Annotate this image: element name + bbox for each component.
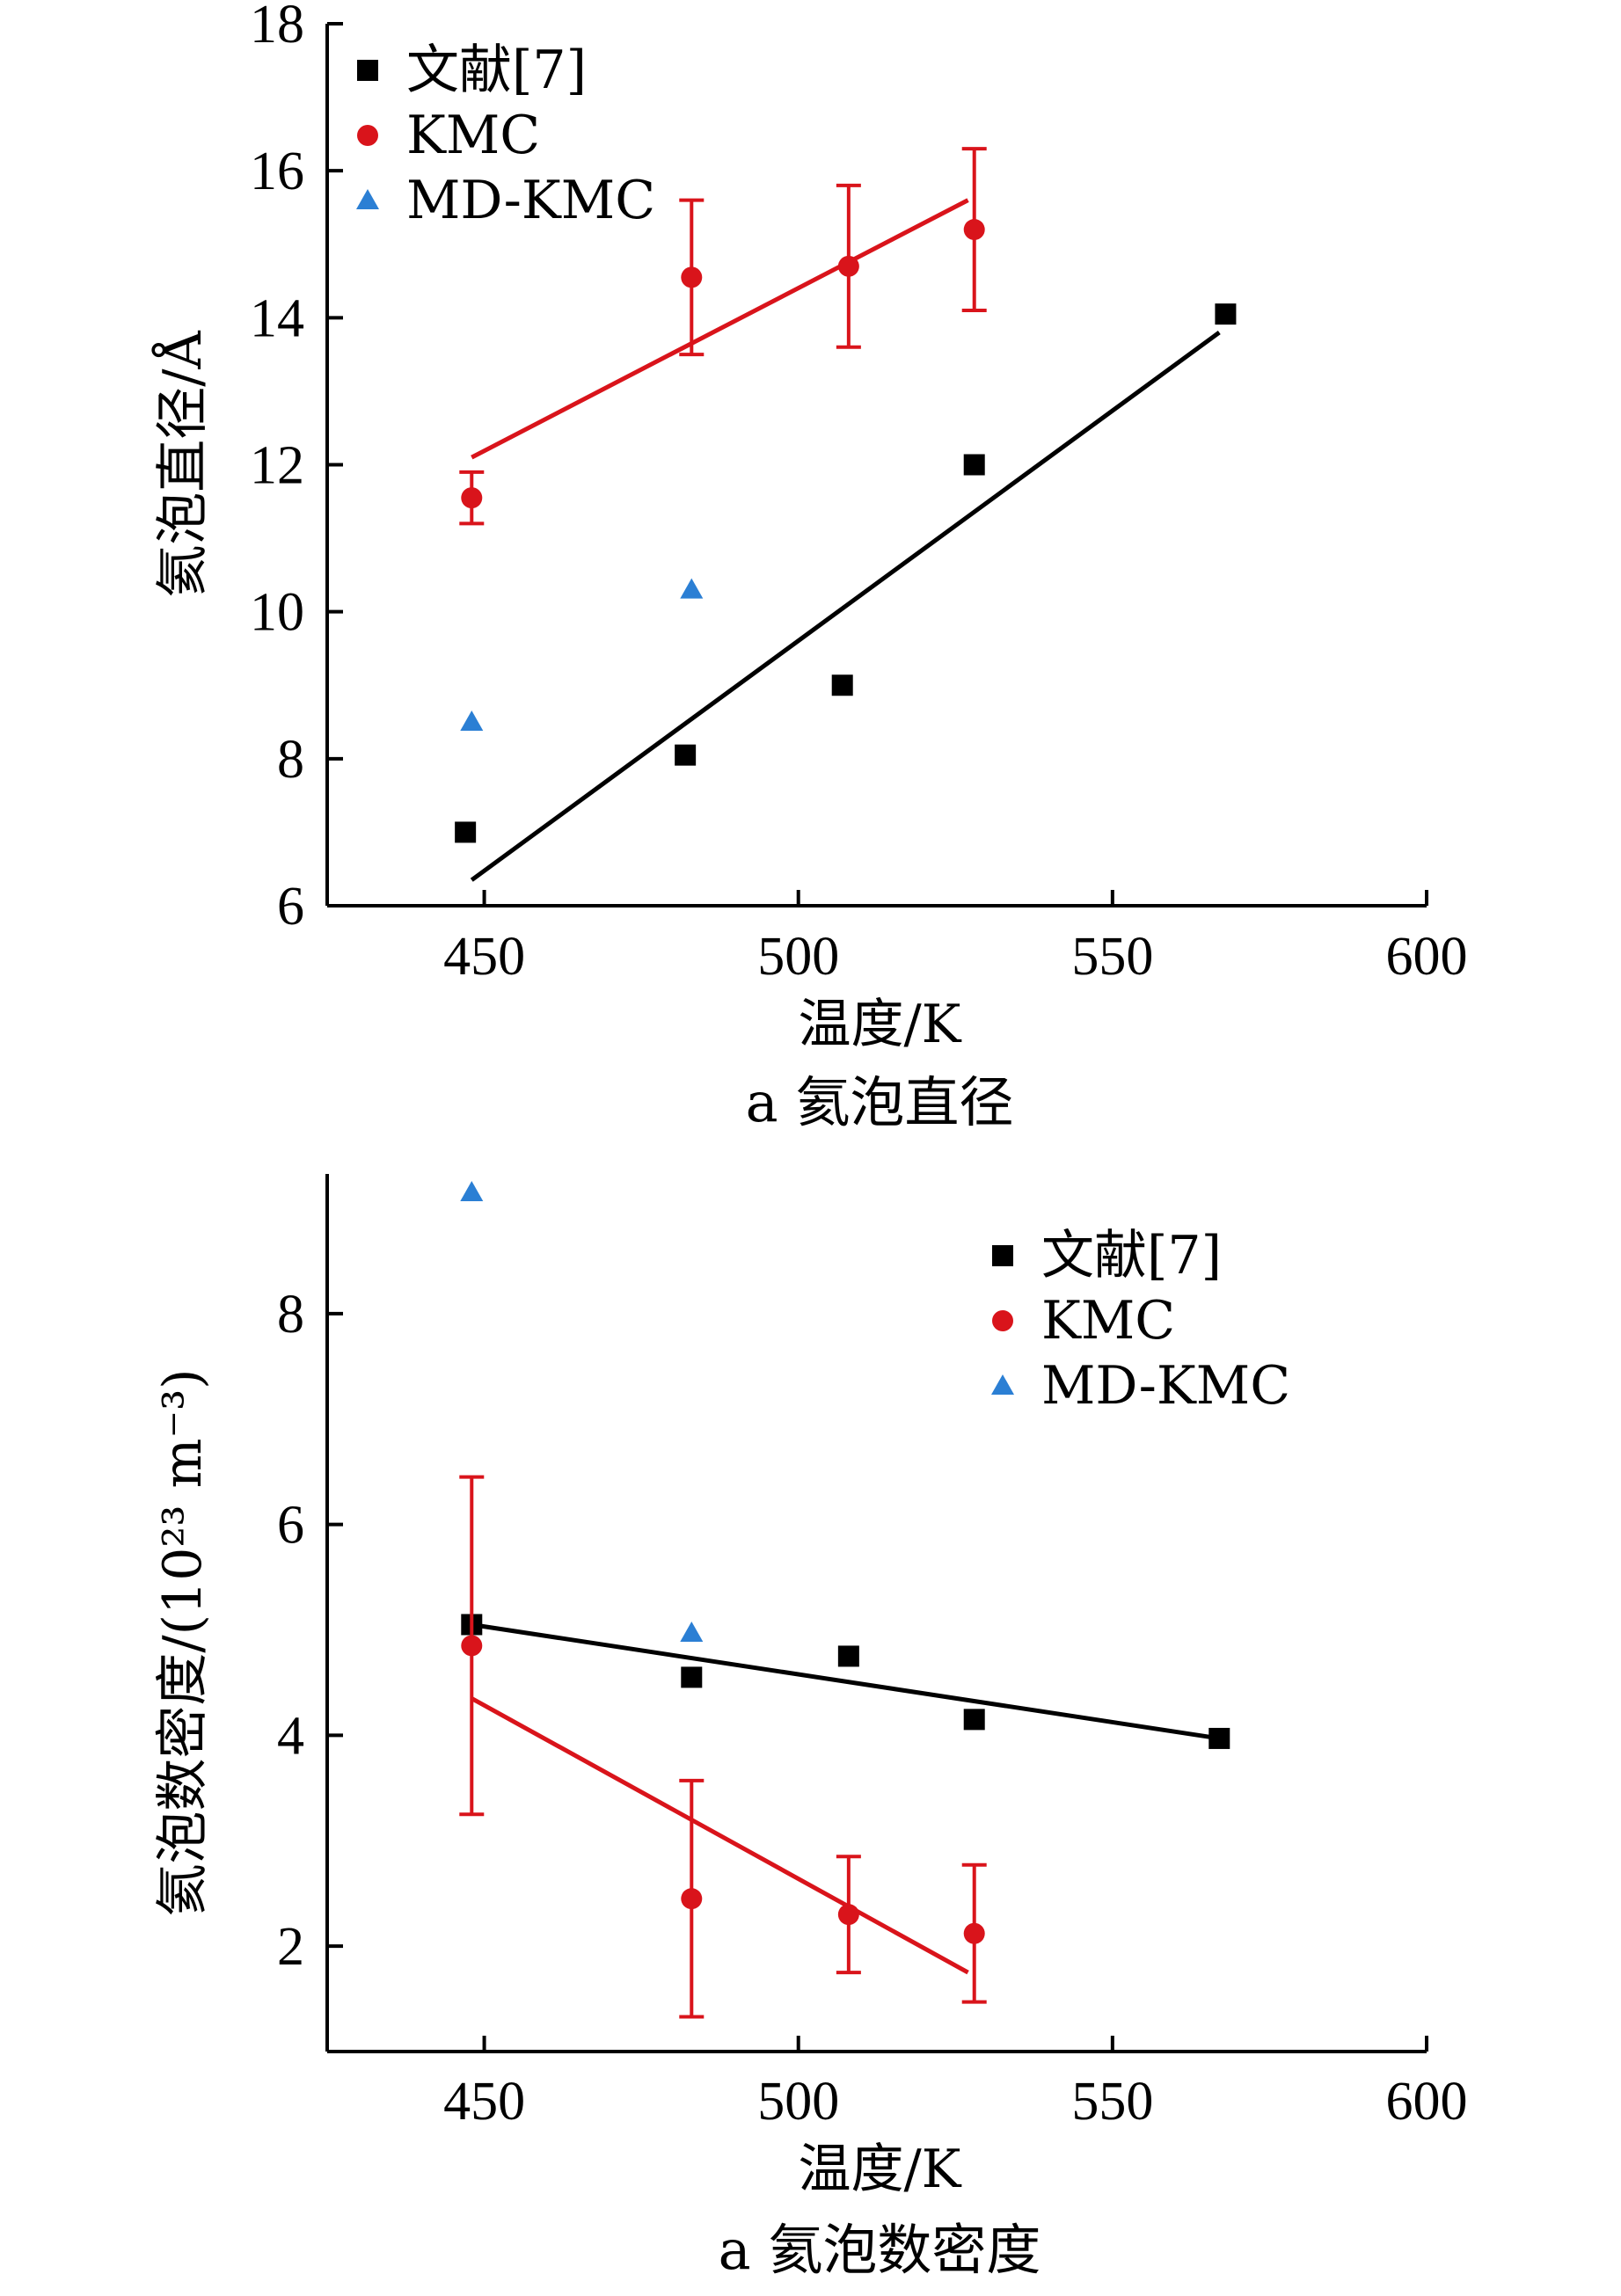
series-square bbox=[455, 303, 1237, 882]
y-tick-label: 12 bbox=[250, 436, 304, 496]
y-axis-title: 氦泡直径/Å bbox=[151, 331, 214, 598]
y-tick-label: 18 bbox=[250, 0, 304, 55]
data-point bbox=[675, 744, 697, 766]
series-circle bbox=[459, 147, 987, 526]
legend-marker bbox=[356, 189, 379, 209]
data-point bbox=[455, 821, 477, 843]
chart-caption: a 氦泡数密度 bbox=[719, 2218, 1041, 2282]
x-tick-label: 500 bbox=[757, 2072, 839, 2132]
legend-label: 文献[7] bbox=[1041, 1225, 1222, 1286]
series-circle bbox=[459, 1475, 987, 2019]
x-tick-label: 550 bbox=[1071, 2072, 1153, 2132]
y-tick-label: 16 bbox=[250, 142, 304, 201]
density-chart: 450 500 550 600 2 4 6 8 氦泡数密度/(10²³ m⁻³) 温度/K a 氦泡… bbox=[152, 1174, 1468, 2282]
fit-line bbox=[471, 198, 969, 460]
data-point bbox=[963, 1922, 985, 1944]
legend-marker bbox=[357, 60, 378, 81]
series-triangle bbox=[460, 578, 704, 732]
y-tick-label: 6 bbox=[277, 877, 304, 937]
y-tick-label: 2 bbox=[277, 1917, 304, 1977]
y-tick-label: 8 bbox=[277, 1285, 304, 1345]
legend-label: MD-KMC bbox=[1041, 1355, 1290, 1417]
legend-label: 文献[7] bbox=[406, 40, 587, 101]
diameter-chart: 450 500 550 600 6 8 10 12 14 16 18 氦泡直径/Å 温度/K a 氦泡直径… bbox=[151, 0, 1468, 1134]
data-point bbox=[681, 1666, 703, 1688]
legend-label: MD-KMC bbox=[406, 170, 655, 231]
y-tick-label: 8 bbox=[277, 730, 304, 790]
y-tick-label: 14 bbox=[250, 288, 304, 348]
x-tick-label: 550 bbox=[1071, 927, 1153, 987]
data-point bbox=[1208, 1727, 1230, 1749]
series-triangle bbox=[460, 1180, 704, 1643]
legend-marker bbox=[991, 1374, 1014, 1395]
y-tick-label: 10 bbox=[250, 583, 304, 643]
fit-line bbox=[471, 1622, 1220, 1741]
data-point bbox=[680, 578, 704, 599]
legend-label: KMC bbox=[406, 105, 540, 166]
fit-line bbox=[470, 331, 1221, 882]
legend-label: KMC bbox=[1041, 1290, 1175, 1352]
data-point bbox=[680, 1622, 704, 1643]
data-point bbox=[831, 674, 853, 696]
data-point bbox=[681, 266, 703, 288]
y-tick-label: 4 bbox=[277, 1706, 304, 1766]
data-point bbox=[460, 711, 484, 732]
data-point bbox=[963, 454, 985, 476]
y-axis-title: 氦泡数密度/(10²³ m⁻³) bbox=[152, 1368, 214, 1916]
x-axis-title: 温度/K bbox=[798, 994, 961, 1055]
y-tick-label: 6 bbox=[277, 1496, 304, 1556]
data-point bbox=[837, 1904, 859, 1926]
legend-marker bbox=[992, 1245, 1013, 1266]
data-point bbox=[1215, 303, 1237, 325]
chart-caption: a 氦泡直径 bbox=[746, 1070, 1014, 1134]
data-point bbox=[837, 255, 859, 277]
fit-line bbox=[471, 1696, 969, 1975]
legend-marker bbox=[992, 1310, 1013, 1331]
data-point bbox=[837, 1645, 859, 1667]
legend-marker bbox=[357, 125, 378, 146]
series-square bbox=[461, 1614, 1230, 1749]
x-axis-title: 温度/K bbox=[798, 2139, 961, 2200]
x-tick-label: 600 bbox=[1386, 2072, 1468, 2132]
x-tick-label: 500 bbox=[757, 927, 839, 987]
data-point bbox=[461, 487, 483, 509]
data-point bbox=[963, 219, 985, 241]
x-tick-label: 450 bbox=[443, 2072, 525, 2132]
x-tick-label: 600 bbox=[1386, 927, 1468, 987]
data-point bbox=[681, 1888, 703, 1910]
data-point bbox=[963, 1709, 985, 1731]
data-point bbox=[461, 1635, 483, 1657]
data-point bbox=[460, 1180, 484, 1201]
x-tick-label: 450 bbox=[443, 927, 525, 987]
